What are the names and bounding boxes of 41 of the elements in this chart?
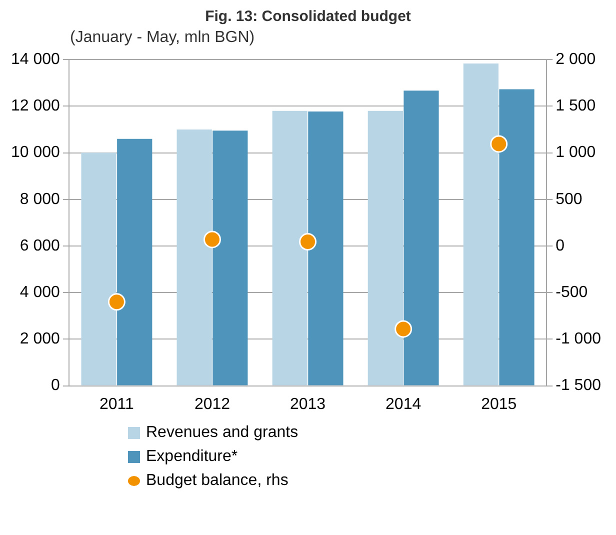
point bbox=[299, 233, 317, 251]
bar bbox=[272, 110, 308, 386]
x-tick-label: 2012 bbox=[194, 396, 230, 413]
y-tick-label: 0 bbox=[51, 377, 60, 394]
y2-tick-label: -1 000 bbox=[556, 330, 602, 348]
y-tick-label: 4 000 bbox=[20, 284, 60, 302]
point bbox=[203, 230, 221, 248]
bar bbox=[117, 138, 152, 386]
y-tick-label: 12 000 bbox=[11, 98, 60, 115]
bar bbox=[81, 152, 116, 386]
bar bbox=[176, 130, 212, 386]
y2-tick-label: -1 500 bbox=[556, 377, 602, 394]
bar bbox=[404, 90, 439, 386]
legend-label: Revenues and grants bbox=[146, 424, 298, 442]
legend-label: Budget balance, rhs bbox=[146, 472, 288, 490]
y-tick-label: 6 000 bbox=[20, 237, 60, 254]
x-tick-label: 2011 bbox=[100, 396, 134, 413]
y2-tick-label: 1 000 bbox=[556, 144, 596, 162]
bar bbox=[463, 64, 499, 386]
x-tick-label: 2014 bbox=[386, 396, 422, 413]
y-tick-label: 10 000 bbox=[11, 144, 60, 162]
chart-title: Fig. 13: Consolidated budget bbox=[204, 8, 412, 25]
bar bbox=[368, 110, 403, 386]
point bbox=[108, 293, 126, 311]
x-tick-label: 2015 bbox=[481, 396, 517, 413]
y2-tick-label: -500 bbox=[556, 284, 588, 302]
y-tick-label: 8 000 bbox=[20, 190, 60, 208]
y2-tick-label: 1 500 bbox=[556, 98, 596, 115]
point bbox=[394, 320, 412, 338]
y-tick-label: 2 000 bbox=[20, 330, 60, 348]
legend-label: Expenditure* bbox=[146, 448, 238, 466]
bar bbox=[308, 112, 344, 386]
chart-subtitle: (January - May, mln BGN) bbox=[69, 29, 256, 47]
x-tick-label: 2013 bbox=[290, 396, 326, 413]
bar bbox=[212, 130, 248, 386]
bar bbox=[499, 89, 534, 386]
point bbox=[490, 135, 508, 153]
y2-tick-label: 500 bbox=[556, 190, 582, 208]
y-tick-label: 14 000 bbox=[11, 51, 60, 68]
y2-tick-label: 2 000 bbox=[556, 51, 596, 68]
y2-tick-label: 0 bbox=[556, 237, 565, 254]
